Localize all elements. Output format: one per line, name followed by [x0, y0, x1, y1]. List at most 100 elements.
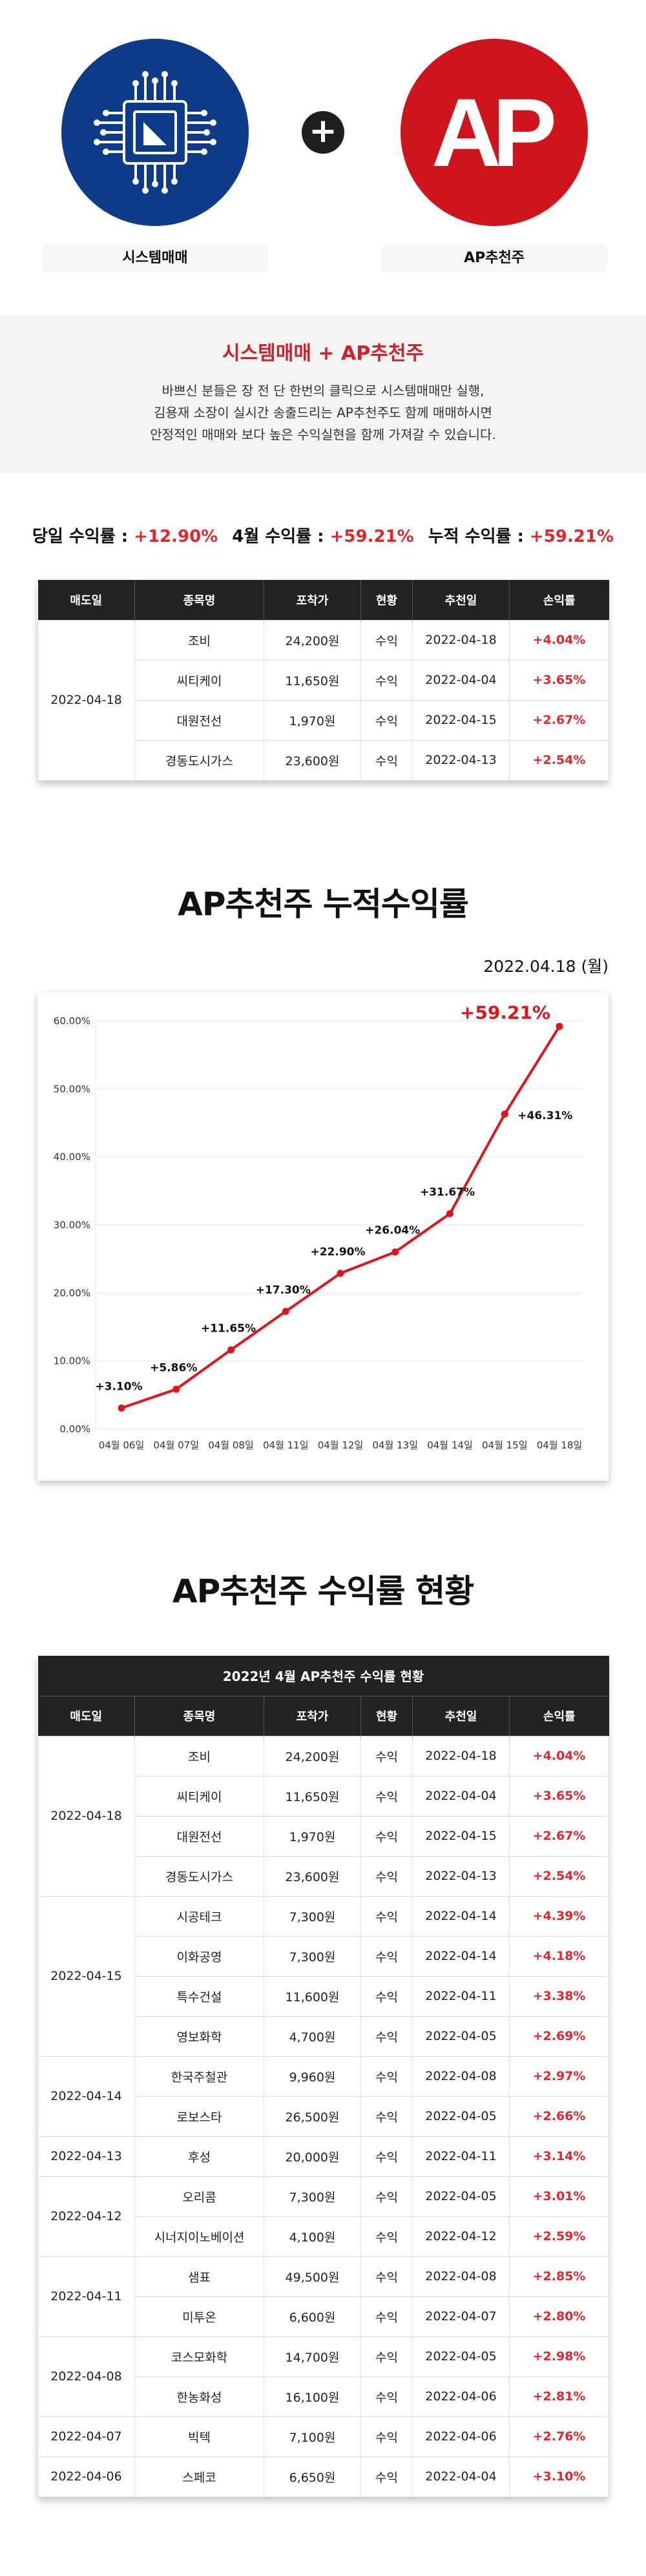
column-header: 현황: [360, 580, 413, 620]
return-rate-cell: +4.04%: [508, 1735, 610, 1777]
x-tick-label: 04월 18일: [537, 1439, 583, 1451]
status-cell: 수익: [360, 1975, 413, 2017]
recommend-date-cell: 2022-04-18: [412, 1735, 510, 1777]
data-point: [501, 1110, 508, 1118]
recommend-date-cell: 2022-04-12: [412, 2216, 510, 2257]
return-rate-cell: +3.38%: [508, 1975, 610, 2017]
daily-return-label: 당일 수익률 :: [32, 527, 134, 546]
data-label: +22.90%: [310, 1246, 365, 1259]
return-rate-cell: +2.81%: [508, 2376, 610, 2417]
recommend-date-cell: 2022-04-14: [412, 1895, 510, 1937]
status-cell: 수익: [360, 2056, 413, 2097]
stock-name-cell: 샘표: [134, 2256, 264, 2297]
return-rate-cell: +2.80%: [508, 2296, 610, 2337]
capture-price-cell: 20,000원: [264, 2136, 361, 2177]
monthly-return-label: 4월 수익률 :: [232, 527, 330, 546]
status-cell: 수익: [360, 619, 413, 661]
status-cell: 수익: [360, 2456, 413, 2497]
recommend-date-cell: 2022-04-05: [412, 2096, 510, 2137]
return-rate-cell: +2.67%: [509, 699, 609, 741]
capture-price-cell: 4,700원: [264, 2015, 361, 2057]
capture-price-cell: 24,200원: [264, 1735, 361, 1777]
return-rate-cell: +2.67%: [508, 1815, 610, 1857]
stock-name-cell: 한국주철관: [134, 2056, 264, 2097]
today-sales-table: 매도일 종목명 포착가 현황 추천일 손익률 2022-04-18 조비 24,200원 수익 20…: [37, 580, 609, 781]
status-cell: 수익: [360, 1935, 413, 1977]
capture-price-cell: 6,600원: [264, 2296, 361, 2337]
stock-name-cell: 한농화성: [134, 2376, 264, 2417]
data-point: [556, 1022, 563, 1030]
return-rate-cell: +3.10%: [508, 2456, 610, 2497]
status-section-title: AP추천주 수익률 현황: [172, 1572, 474, 1610]
status-cell: 수익: [360, 2256, 413, 2297]
sale-date-cell: 2022-04-13: [37, 2136, 135, 2177]
recommend-date-cell: 2022-04-13: [412, 739, 510, 781]
status-cell: 수익: [360, 659, 413, 701]
data-point: [391, 1248, 399, 1256]
table-row: 2022-04-15 시공테크 7,300원 수익 2022-04-14 +4.39%: [37, 1895, 610, 2057]
table-row: 한농화성 16,100원 수익 2022-04-06 +2.81%: [38, 2376, 610, 2417]
sale-date-cell: 2022-04-12: [37, 2176, 135, 2257]
stock-name-cell: 이화공영: [134, 1935, 264, 1977]
status-cell: 수익: [360, 2376, 413, 2417]
capture-price-cell: 1,970원: [264, 1815, 361, 1857]
capture-price-cell: 6,650원: [264, 2456, 361, 2497]
table-row: 2022-04-11 샘표 49,500원 수익 2022-04-08 +2.85%: [37, 2256, 610, 2337]
capture-price-cell: 7,100원: [264, 2416, 361, 2457]
stock-name-cell: 로보스타: [134, 2096, 264, 2137]
recommend-date-cell: 2022-04-05: [412, 2015, 510, 2057]
intro-line: 바쁘신 분들은 장 전 단 한번의 클릭으로 시스템매매만 실행,: [162, 383, 484, 398]
daily-return-value: +12.90%: [134, 527, 218, 546]
hero-logos: 시스템매매 + AP AP추천주: [0, 0, 646, 315]
status-cell: 수익: [360, 2096, 413, 2137]
stock-name-cell: 빅텍: [134, 2416, 264, 2457]
capture-price-cell: 1,970원: [264, 699, 361, 741]
x-tick-label: 04월 12일: [318, 1439, 364, 1451]
capture-price-cell: 16,100원: [264, 2376, 361, 2417]
chart-svg: 0.00% 10.00% 20.00% 30.00% 40.00% 50.00% 60.00…: [54, 1002, 583, 1451]
column-header: 포착가: [264, 580, 361, 620]
intro-line: 안정적인 매매와 보다 높은 수익실현을 함께 가져갈 수 있습니다.: [150, 427, 496, 442]
table-row: 대원전선 1,970원 수익 2022-04-15 +2.67%: [38, 1815, 610, 1857]
capture-price-cell: 4,100원: [264, 2216, 361, 2257]
capture-price-cell: 11,650원: [264, 659, 361, 701]
return-rate-cell: +2.85%: [508, 2256, 610, 2297]
status-cell: 수익: [360, 1815, 413, 1857]
recommend-date-cell: 2022-04-13: [412, 1855, 510, 1897]
return-rate-cell: +2.54%: [508, 1855, 610, 1897]
return-rate-cell: +2.66%: [508, 2096, 610, 2137]
system-trading-label: 시스템매매: [42, 244, 268, 273]
status-cell: 수익: [360, 699, 413, 741]
status-cell: 수익: [360, 1855, 413, 1897]
return-rate-cell: +3.01%: [508, 2176, 610, 2217]
cumulative-return-value: +59.21%: [529, 527, 614, 546]
intro-body: 바쁘신 분들은 장 전 단 한번의 클릭으로 시스템매매만 실행, 김용재 소장…: [0, 380, 646, 446]
return-rate-cell: +2.59%: [508, 2216, 610, 2257]
data-label: +26.04%: [365, 1224, 420, 1237]
status-cell: 수익: [360, 2015, 413, 2057]
chart-section-title: AP추천주 누적수익률: [178, 885, 469, 923]
stock-name-cell: 조비: [134, 1735, 264, 1777]
today-sales-table-grid: 매도일 종목명 포착가 현황 추천일 손익률 2022-04-18 조비 24,200원 수익 20…: [37, 580, 609, 781]
table-row: 2022-04-18 조비 24,200원 수익 2022-04-18 +4.04%: [37, 619, 609, 781]
status-cell: 수익: [360, 1735, 413, 1777]
capture-price-cell: 23,600원: [264, 739, 361, 781]
y-tick-label: 0.00%: [59, 1423, 90, 1435]
column-header: 포착가: [264, 1696, 361, 1736]
status-cell: 수익: [360, 2176, 413, 2217]
return-rate-cell: +3.65%: [508, 1775, 610, 1817]
table-row: 2022-04-14 한국주철관 9,960원 수익 2022-04-08 +2.97%: [37, 2056, 610, 2137]
stock-name-cell: 조비: [134, 619, 264, 661]
monthly-return: 4월 수익률 : +59.21%: [232, 523, 413, 547]
recommend-date-cell: 2022-04-04: [412, 2456, 510, 2497]
return-rate-cell: +3.14%: [508, 2136, 610, 2177]
monthly-status-table: 2022년 4월 AP추천주 수익률 현황 매도일 종목명 포착가 현황 추천일 손익률 20…: [37, 1656, 610, 2497]
stock-name-cell: 영보화학: [134, 2015, 264, 2057]
intro-title: 시스템매매 + AP추천주: [222, 342, 424, 365]
x-tick-label: 04월 11일: [263, 1439, 309, 1451]
ap-logo: AP: [401, 39, 588, 226]
cumulative-return: 누적 수익률 : +59.21%: [428, 523, 614, 547]
y-tick-label: 30.00%: [54, 1219, 90, 1231]
capture-price-cell: 11,650원: [264, 1775, 361, 1817]
status-cell: 수익: [360, 2216, 413, 2257]
